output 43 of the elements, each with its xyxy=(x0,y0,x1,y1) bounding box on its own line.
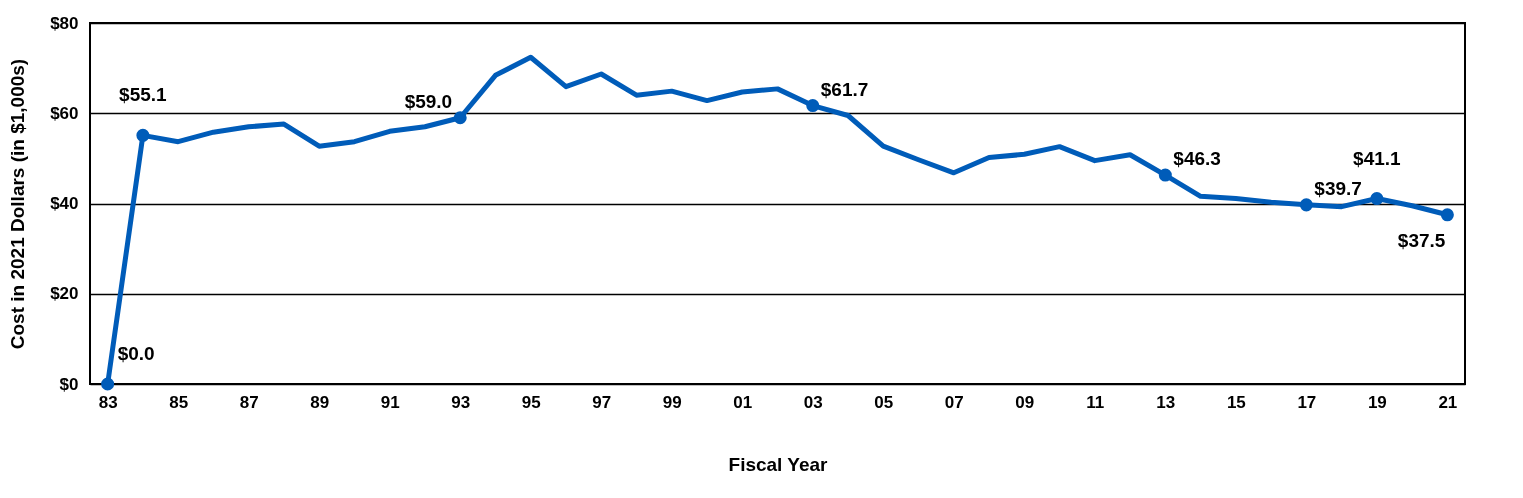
x-tick-label: 15 xyxy=(1226,392,1246,412)
x-tick-label: 09 xyxy=(1015,392,1035,412)
x-tick-label: 95 xyxy=(521,392,541,412)
y-tick-label: $0 xyxy=(59,374,79,394)
point xyxy=(1158,168,1172,182)
data-label: $37.5 xyxy=(1397,229,1446,251)
x-tick-label: 17 xyxy=(1297,392,1317,412)
point xyxy=(101,377,115,391)
data-label: $55.1 xyxy=(119,84,168,106)
data-label: $46.3 xyxy=(1173,148,1221,170)
x-tick-label: 01 xyxy=(733,392,753,412)
x-tick-label: 87 xyxy=(239,392,259,412)
y-tick-label: $80 xyxy=(50,13,79,33)
point xyxy=(136,128,150,142)
x-tick-label: 89 xyxy=(310,392,330,412)
point xyxy=(1440,208,1454,222)
x-tick-label: 93 xyxy=(451,392,471,412)
x-tick-label: 97 xyxy=(592,392,612,412)
data-label: $59.0 xyxy=(404,90,453,112)
x-tick-label: 13 xyxy=(1156,392,1176,412)
point xyxy=(1299,198,1313,212)
y-tick-label: $20 xyxy=(50,284,79,304)
y-tick-label: $60 xyxy=(50,103,79,123)
x-tick-label: 19 xyxy=(1367,392,1387,412)
data-label: $39.7 xyxy=(1314,177,1362,199)
x-tick-label: 11 xyxy=(1086,392,1105,412)
y-axis-title: Cost in 2021 Dollars (in $1,000s) xyxy=(7,58,29,350)
point xyxy=(453,111,467,125)
y-tick-label: $40 xyxy=(50,194,79,213)
data-label: $61.7 xyxy=(820,78,869,100)
x-tick-label: 03 xyxy=(803,392,823,412)
x-tick-label: 07 xyxy=(944,392,964,412)
point xyxy=(806,99,820,113)
data-label: $0.0 xyxy=(117,343,155,364)
x-tick-label: 21 xyxy=(1438,392,1458,412)
data-label: $41.1 xyxy=(1353,147,1402,169)
x-axis-title: Fiscal Year xyxy=(728,453,829,475)
x-tick-label: 05 xyxy=(874,392,894,412)
x-tick-label: 91 xyxy=(380,392,400,412)
x-tick-label: 99 xyxy=(662,392,682,412)
x-tick-label: 85 xyxy=(169,392,189,412)
point xyxy=(1370,192,1384,206)
x-tick-label: 83 xyxy=(98,392,118,412)
